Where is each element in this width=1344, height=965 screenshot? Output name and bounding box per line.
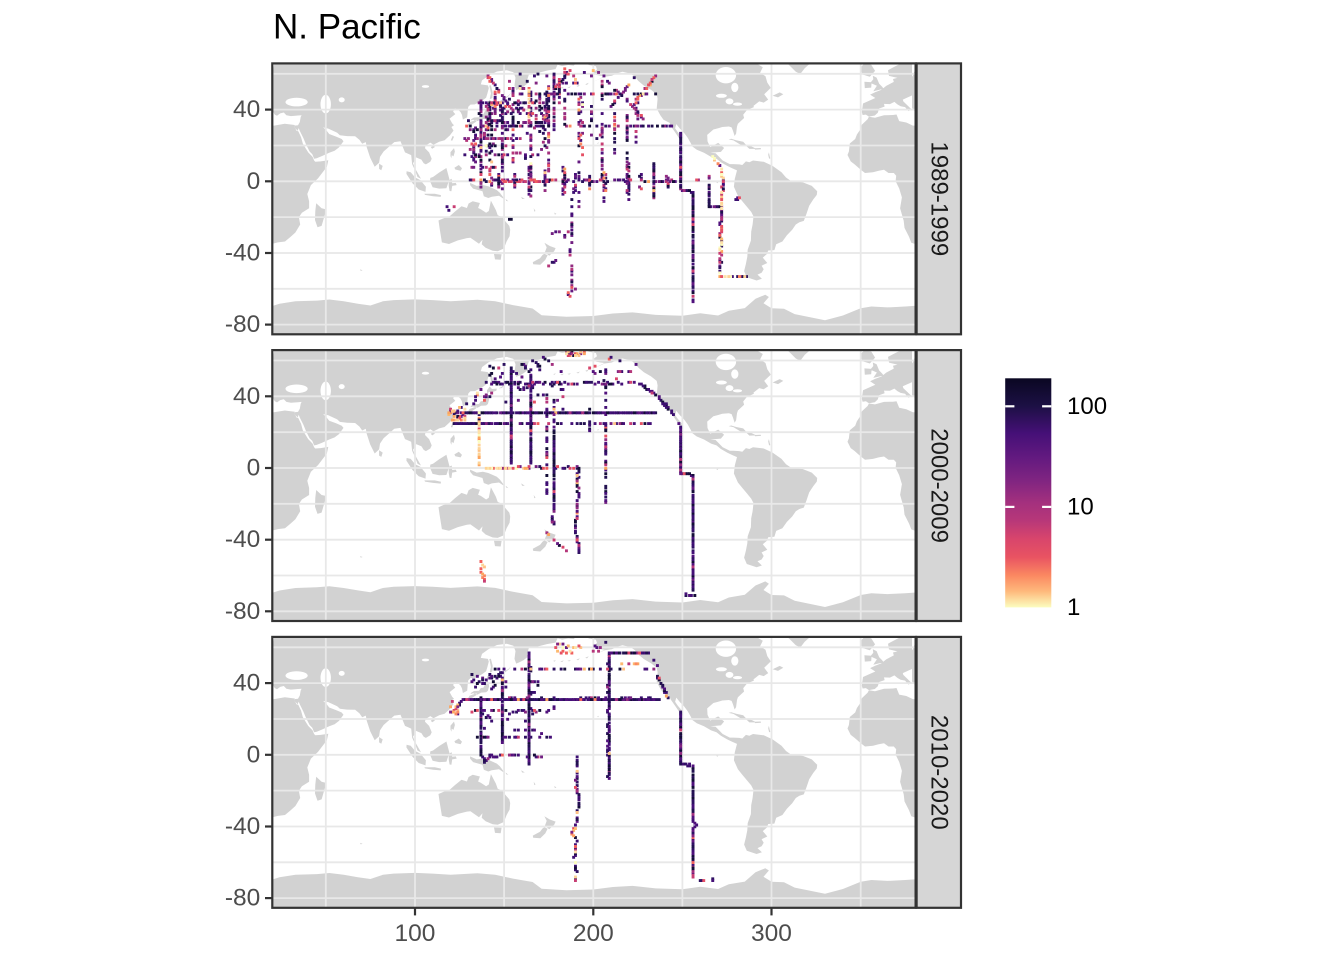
svg-text:1989-1999: 1989-1999 [925,141,952,256]
svg-text:-40: -40 [225,240,260,267]
svg-text:0: 0 [247,168,261,195]
svg-text:0: 0 [247,741,261,768]
svg-text:100: 100 [1067,393,1107,420]
svg-text:-80: -80 [225,311,260,338]
svg-text:40: 40 [233,383,260,410]
svg-text:1: 1 [1067,594,1080,621]
svg-text:40: 40 [233,96,260,123]
svg-text:-40: -40 [225,813,260,840]
svg-text:40: 40 [233,670,260,697]
svg-text:-80: -80 [225,598,260,625]
svg-text:2010-2020: 2010-2020 [925,715,952,830]
svg-text:-80: -80 [225,885,260,912]
svg-text:10: 10 [1067,493,1094,520]
svg-text:300: 300 [751,920,792,947]
svg-text:-40: -40 [225,526,260,553]
svg-text:200: 200 [573,920,614,947]
svg-text:N. Pacific: N. Pacific [273,8,421,47]
svg-text:2000-2009: 2000-2009 [925,428,952,543]
svg-text:0: 0 [247,455,261,482]
svg-text:100: 100 [395,920,436,947]
